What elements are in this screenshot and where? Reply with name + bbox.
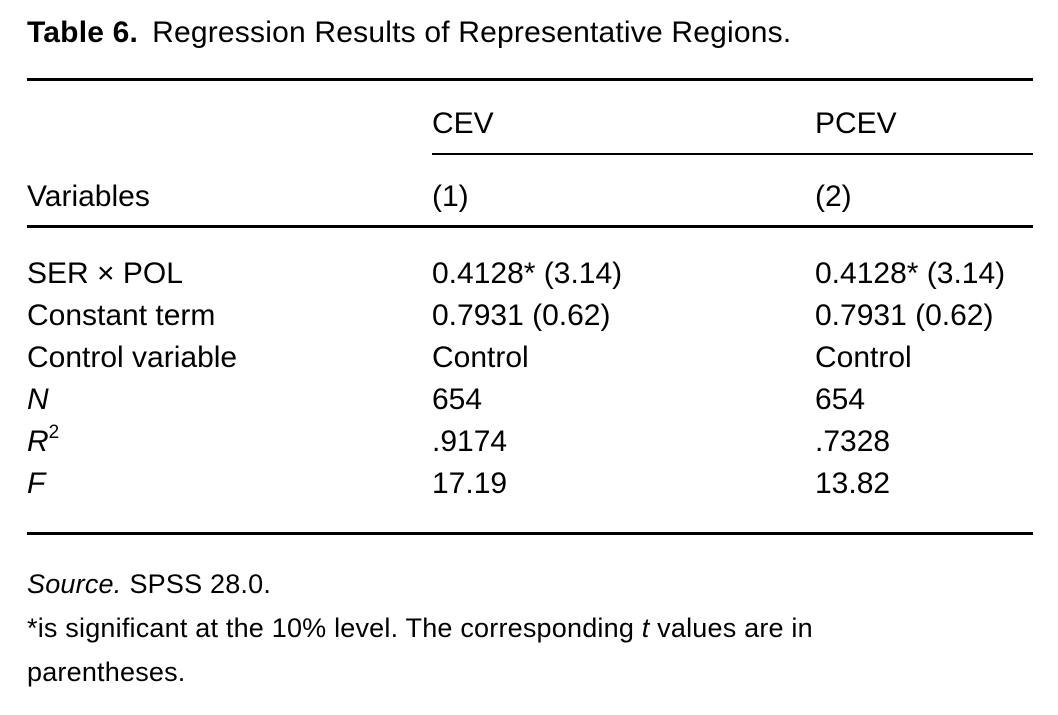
- row-label: SER × POL: [27, 257, 183, 290]
- cev-value: 17.19: [432, 467, 508, 500]
- table-row: R2 .9174 .7328: [27, 421, 1033, 463]
- pcev-value: .7328: [815, 425, 891, 458]
- row-label: Constant term: [27, 299, 216, 332]
- table-row: SER × POL 0.4128* (3.14) 0.4128* (3.14): [27, 227, 1033, 296]
- table-row: Constant term 0.7931 (0.62) 0.7931 (0.62…: [27, 295, 1033, 337]
- column-header-1: (1): [432, 154, 815, 228]
- pcev-value: 0.4128* (3.14): [815, 257, 1006, 290]
- source-text: SPSS 28.0.: [129, 569, 272, 599]
- cev-value: 0.7931 (0.62): [432, 299, 611, 332]
- column-group-cev: CEV: [432, 79, 815, 155]
- column-group-row: CEV PCEV: [27, 79, 1033, 155]
- note-text-part2: values are in: [649, 613, 813, 643]
- table-caption-title: Regression Results of Representative Reg…: [152, 16, 792, 49]
- table-notes: Source. SPSS 28.0. *is significant at the…: [27, 562, 1033, 694]
- row-label: F: [27, 467, 46, 500]
- header-row: Variables (1) (2): [27, 154, 1033, 228]
- table-caption-number: Table 6.: [27, 16, 139, 49]
- source-label: Source.: [27, 569, 122, 599]
- source-line: Source. SPSS 28.0.: [27, 562, 1033, 606]
- column-group-empty-cell: [27, 80, 432, 155]
- pcev-value: Control: [815, 341, 912, 374]
- pcev-value: 13.82: [815, 467, 891, 500]
- cev-value: .9174: [432, 425, 508, 458]
- significance-note-line1: *is significant at the 10% level. The co…: [27, 606, 1033, 650]
- regression-results-table: CEV PCEV Variables (1) (2) SER × POL 0.4…: [27, 78, 1033, 535]
- pcev-value: 0.7931 (0.62): [815, 299, 994, 332]
- pcev-value: 654: [815, 383, 866, 416]
- significance-note-line2: parentheses.: [27, 657, 186, 687]
- cev-value: 654: [432, 383, 483, 416]
- cev-value: 0.4128* (3.14): [432, 257, 623, 290]
- row-label: R2: [27, 422, 60, 458]
- table-row: N 654 654: [27, 379, 1033, 421]
- column-group-pcev: PCEV: [815, 79, 1033, 155]
- column-header-variables: Variables: [27, 154, 432, 228]
- note-text-part1: *is significant at the 10% level. The co…: [27, 613, 642, 643]
- paper-page: Table 6. Regression Results of Representa…: [27, 0, 1033, 694]
- column-header-2: (2): [815, 154, 1033, 228]
- r-squared-superscript: 2: [48, 422, 60, 443]
- table-row: Control variable Control Control: [27, 337, 1033, 379]
- note-italic-t: t: [641, 613, 650, 643]
- cev-value: Control: [432, 341, 529, 374]
- table-row: F 17.19 13.82: [27, 463, 1033, 534]
- table-caption: Table 6. Regression Results of Representa…: [27, 13, 1033, 53]
- row-label: Control variable: [27, 341, 238, 374]
- row-label: N: [27, 383, 49, 416]
